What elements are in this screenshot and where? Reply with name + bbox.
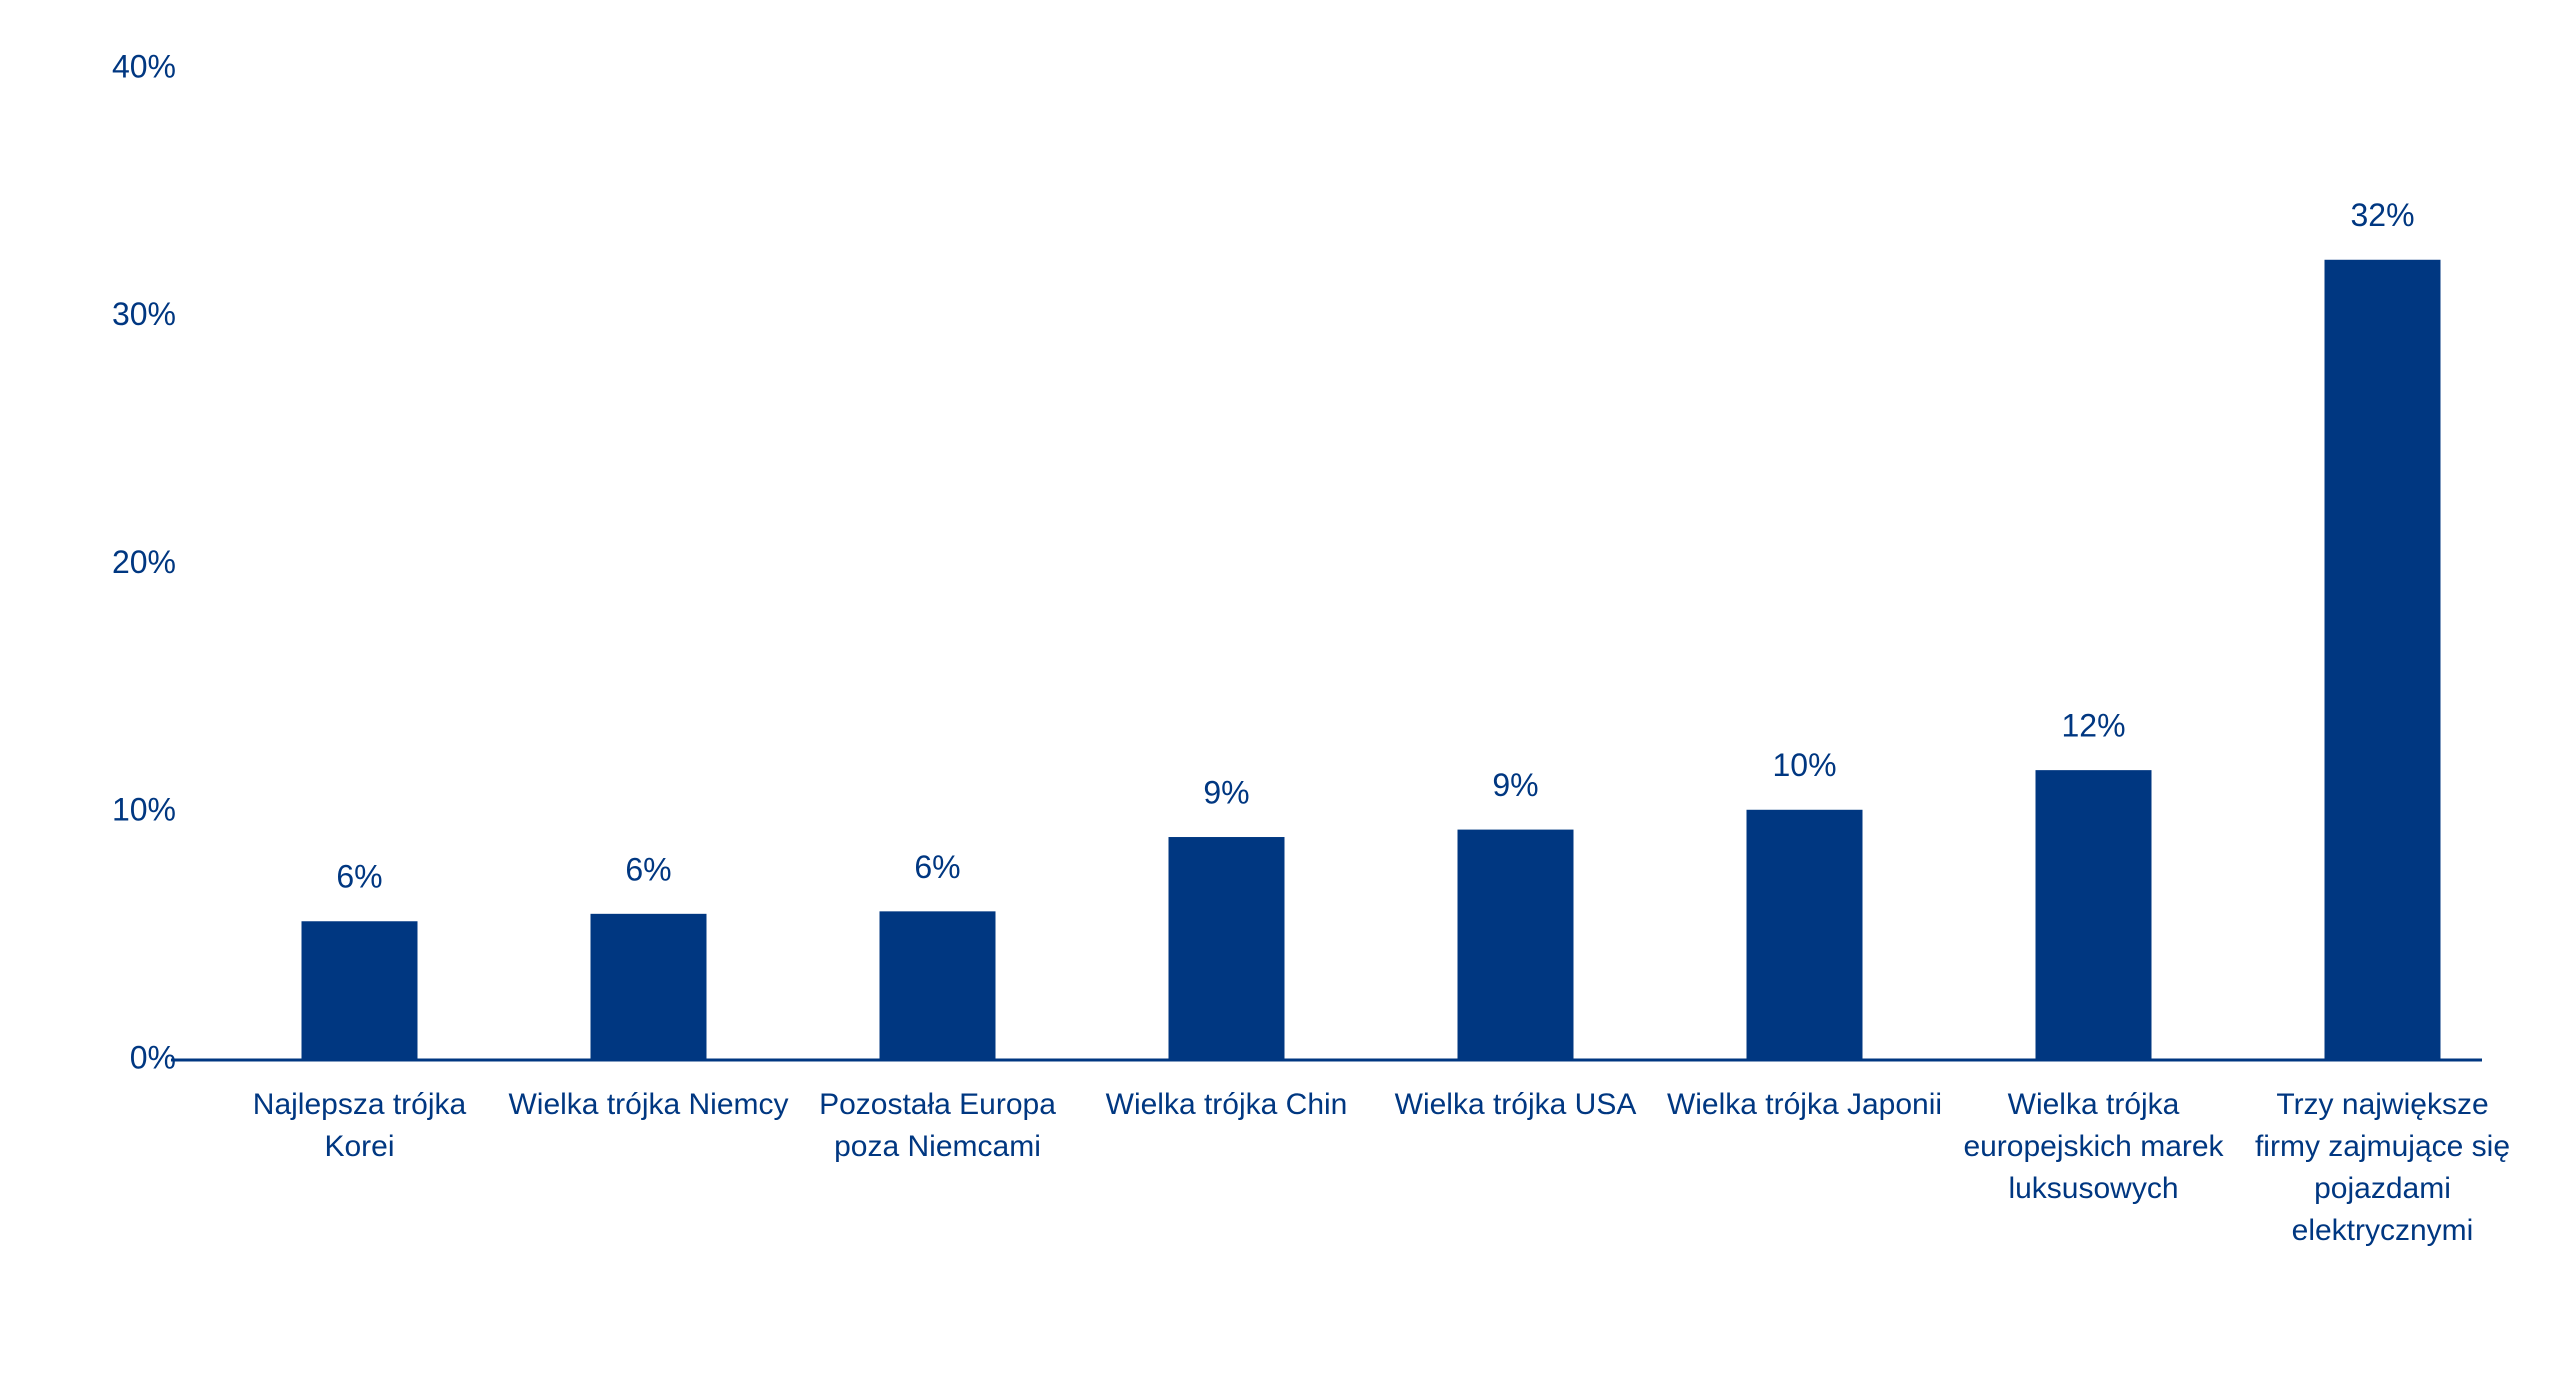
x-tick-label: Wielka trójka europejskich marek luksuso… — [1963, 1088, 2224, 1205]
value-label: 6% — [914, 849, 960, 885]
x-tick-label: Wielka trójka Chin — [1105, 1088, 1348, 1121]
value-label: 9% — [1492, 767, 1538, 803]
bar — [879, 911, 996, 1060]
y-tick-label: 0% — [130, 1039, 176, 1075]
y-tick-label: 30% — [112, 296, 176, 332]
x-tick-label: Wielka trójka Niemcy — [508, 1088, 789, 1121]
x-tick-label: Pozostała Europa poza Niemcami — [819, 1088, 1056, 1163]
value-label: 10% — [1772, 747, 1836, 783]
value-label: 32% — [2350, 197, 2414, 233]
bar — [2324, 259, 2441, 1061]
value-label: 6% — [336, 859, 382, 895]
y-tick-label: 10% — [112, 792, 176, 828]
value-label: 12% — [2061, 708, 2125, 744]
value-label: 6% — [625, 851, 671, 887]
bar — [590, 913, 707, 1060]
value-label: 9% — [1203, 774, 1249, 810]
bar — [301, 921, 418, 1060]
bar — [1457, 829, 1574, 1060]
x-tick-label: Wielka trójka Japonii — [1666, 1088, 1943, 1121]
bar — [1168, 837, 1285, 1060]
x-tick-label: Trzy największe firmy zajmujące się poja… — [2254, 1088, 2511, 1247]
x-tick-label: Najlepsza trójka Korei — [252, 1088, 467, 1163]
y-tick-label: 40% — [112, 48, 176, 84]
x-tick-label: Wielka trójka USA — [1394, 1088, 1637, 1121]
bar — [2035, 770, 2152, 1060]
bar — [1746, 809, 1863, 1060]
y-tick-label: 20% — [112, 544, 176, 580]
